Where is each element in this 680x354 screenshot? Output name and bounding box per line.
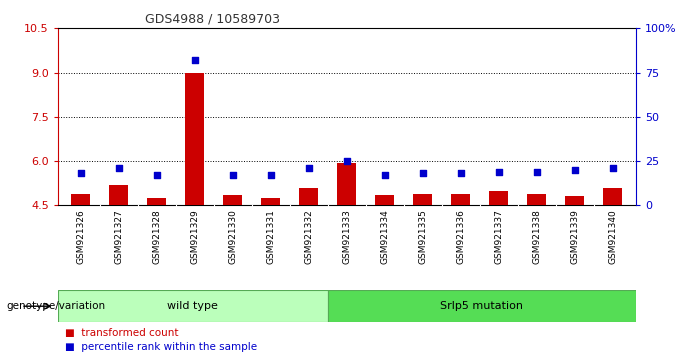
Bar xyxy=(299,188,318,205)
Bar xyxy=(375,195,394,205)
Point xyxy=(532,169,543,175)
Point xyxy=(341,158,352,164)
Text: GSM921338: GSM921338 xyxy=(532,210,541,264)
Bar xyxy=(413,194,432,205)
Bar xyxy=(452,194,471,205)
Text: GDS4988 / 10589703: GDS4988 / 10589703 xyxy=(145,13,279,26)
Bar xyxy=(147,198,166,205)
Point xyxy=(265,172,276,178)
Text: wild type: wild type xyxy=(167,301,218,311)
Point xyxy=(418,171,428,176)
Text: genotype/variation: genotype/variation xyxy=(7,301,106,311)
Text: ■  percentile rank within the sample: ■ percentile rank within the sample xyxy=(65,342,257,352)
Point xyxy=(227,172,238,178)
Text: GSM921331: GSM921331 xyxy=(267,210,275,264)
Bar xyxy=(223,195,242,205)
Text: GSM921328: GSM921328 xyxy=(152,210,161,264)
Text: GSM921340: GSM921340 xyxy=(609,210,617,264)
Point xyxy=(151,172,162,178)
Text: ■  transformed count: ■ transformed count xyxy=(65,328,178,338)
Point xyxy=(113,165,124,171)
Text: GSM921339: GSM921339 xyxy=(571,210,579,264)
Point xyxy=(379,172,390,178)
Bar xyxy=(528,194,547,205)
Text: GSM921332: GSM921332 xyxy=(304,210,313,264)
Bar xyxy=(490,190,509,205)
Bar xyxy=(185,73,204,205)
Text: GSM921330: GSM921330 xyxy=(228,210,237,264)
Text: GSM921334: GSM921334 xyxy=(380,210,390,264)
Bar xyxy=(109,185,128,205)
Bar xyxy=(71,194,90,205)
Text: GSM921329: GSM921329 xyxy=(190,210,199,264)
Text: Srlp5 mutation: Srlp5 mutation xyxy=(440,301,523,311)
Bar xyxy=(261,198,280,205)
Bar xyxy=(566,196,585,205)
Text: GSM921333: GSM921333 xyxy=(342,210,352,264)
Text: GSM921326: GSM921326 xyxy=(76,210,85,264)
Text: GSM921335: GSM921335 xyxy=(418,210,427,264)
Point xyxy=(607,165,618,171)
Text: GSM921337: GSM921337 xyxy=(494,210,503,264)
Bar xyxy=(58,290,328,322)
Text: GSM921336: GSM921336 xyxy=(456,210,465,264)
Bar xyxy=(603,188,622,205)
Bar xyxy=(328,290,636,322)
Point xyxy=(303,165,314,171)
Bar xyxy=(337,162,356,205)
Point xyxy=(494,169,505,175)
Point xyxy=(570,167,581,173)
Text: GSM921327: GSM921327 xyxy=(114,210,123,264)
Point xyxy=(456,171,466,176)
Point xyxy=(189,57,200,63)
Point xyxy=(75,171,86,176)
